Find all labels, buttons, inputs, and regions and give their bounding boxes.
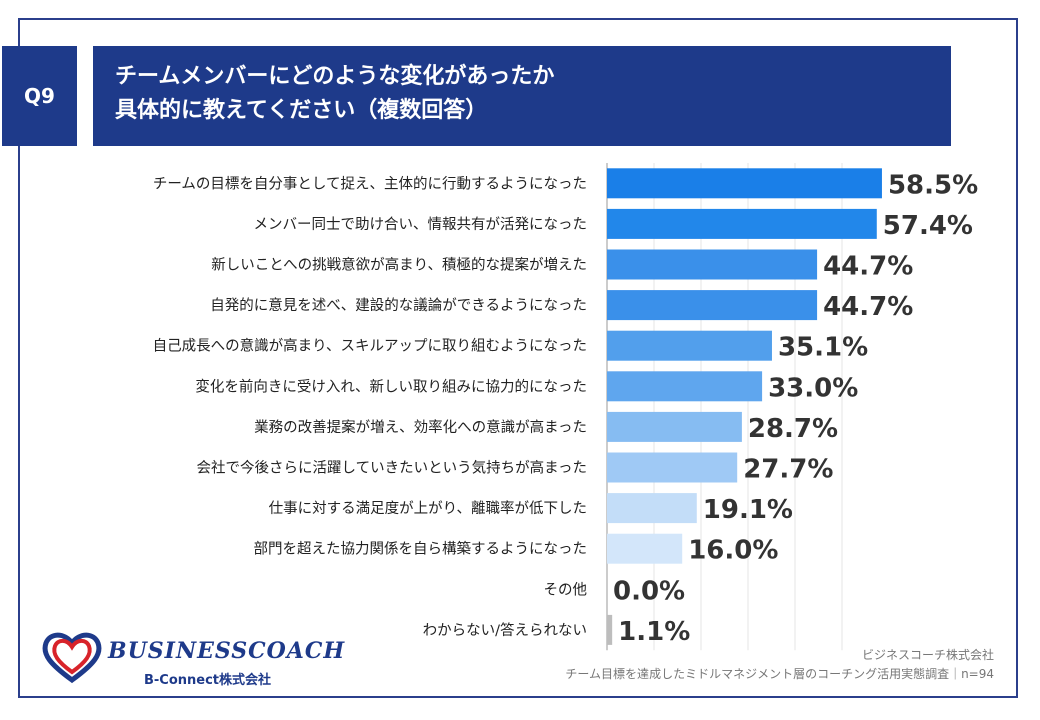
bar — [607, 249, 818, 280]
bar — [607, 371, 763, 402]
bar — [607, 493, 697, 524]
value-label: 19.1% — [703, 495, 793, 525]
value-label: 0.0% — [613, 576, 685, 606]
title-line-1: チームメンバーにどのような変化があったか — [115, 64, 555, 89]
value-label: 57.4% — [883, 211, 973, 241]
category-label: 変化を前向きに受け入れ、新しい取り組みに協力的になった — [195, 378, 587, 395]
bar — [607, 452, 738, 483]
category-label: 部門を超えた協力関係を自ら構築するようになった — [254, 540, 588, 558]
bar — [607, 290, 818, 321]
value-label: 1.1% — [618, 617, 690, 647]
source-company: ビジネスコーチ株式会社 — [861, 648, 994, 662]
category-label: 会社で今後さらに活躍していきたいという気持ちが高まった — [197, 460, 587, 477]
logo-wordmark: BUSINESSCOACH — [108, 638, 346, 664]
category-label: わからない/答えられない — [423, 622, 587, 639]
value-label: 28.7% — [748, 414, 838, 444]
category-label: メンバー同士で助け合い、情報共有が活発になった — [254, 216, 588, 233]
category-label: チームの目標を自分事として捉え、主体的に行動するようになった — [153, 175, 587, 192]
category-label: 自己成長への意識が高まり、スキルアップに取り組むようになった — [153, 337, 587, 355]
value-label: 16.0% — [688, 536, 778, 566]
bar — [607, 411, 742, 442]
bar — [607, 614, 613, 645]
value-label: 44.7% — [823, 252, 913, 282]
value-label: 44.7% — [823, 292, 913, 322]
value-label: 27.7% — [743, 455, 833, 485]
question-badge: Q9 — [2, 46, 77, 146]
company-logo: BUSINESSCOACH B-Connect株式会社 — [40, 628, 360, 688]
category-label: 業務の改善提案が増え、効率化への意識が高まった — [254, 418, 587, 436]
logo-subtitle: B-Connect株式会社 — [144, 673, 272, 688]
value-label: 35.1% — [778, 333, 868, 363]
value-label: 58.5% — [888, 170, 978, 200]
heart-logo-icon — [42, 632, 102, 684]
category-label: その他 — [544, 581, 588, 598]
page-title: チームメンバーにどのような変化があったか 具体的に教えてください（複数回答） — [93, 46, 951, 146]
category-label: 自発的に意見を述べ、建設的な議論ができるようになった — [210, 296, 587, 314]
slide-frame — [18, 18, 1018, 698]
bar — [607, 533, 683, 564]
category-label: 仕事に対する満足度が上がり、離職率が低下した — [269, 499, 587, 517]
category-label: 新しいことへの挑戦意欲が高まり、積極的な提案が増えた — [211, 256, 587, 274]
source-survey: チーム目標を達成したミドルマネジメント層のコーチング活用実態調査｜n=94 — [565, 667, 994, 681]
bar — [607, 330, 772, 361]
source-note: ビジネスコーチ株式会社 チーム目標を達成したミドルマネジメント層のコーチング活用… — [565, 646, 994, 684]
value-label: 33.0% — [768, 373, 858, 403]
title-line-2: 具体的に教えてください（複数回答） — [115, 98, 488, 123]
bar — [607, 208, 877, 239]
bar — [607, 168, 882, 199]
